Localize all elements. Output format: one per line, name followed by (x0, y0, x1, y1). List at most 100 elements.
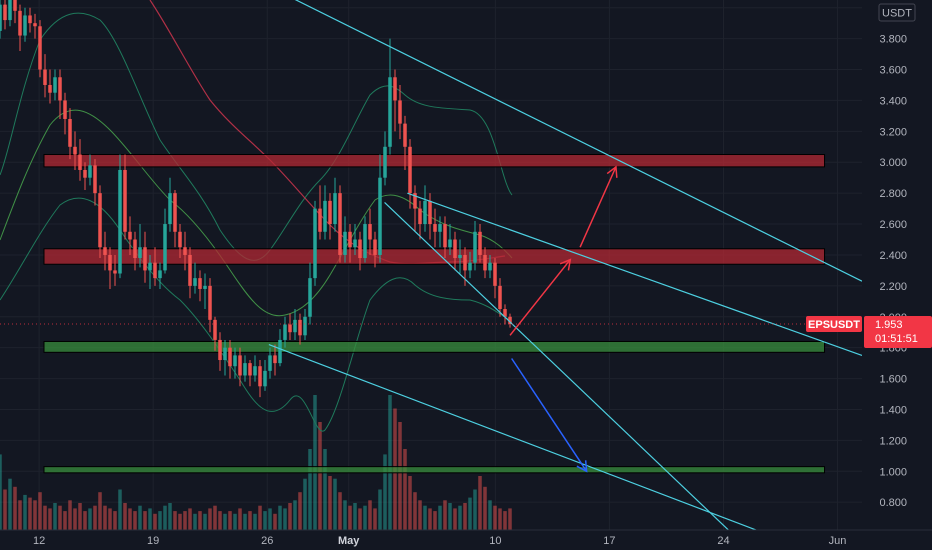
candle-body (373, 239, 377, 255)
volume-bar (88, 508, 92, 530)
volume-bar (438, 505, 442, 530)
trendline[interactable] (407, 192, 863, 356)
volume-bar (83, 511, 87, 530)
volume-bar (358, 508, 362, 530)
candle-body (283, 324, 287, 340)
candle-body (488, 262, 492, 271)
trendline[interactable] (384, 201, 733, 534)
currency-badge[interactable]: USDT (878, 3, 916, 22)
candle-body (363, 224, 367, 259)
resistance-zone[interactable] (43, 154, 826, 168)
volume-bar (8, 478, 12, 530)
volume-bar (183, 511, 187, 530)
trendlines[interactable] (268, 0, 863, 534)
volume-bar (33, 500, 37, 530)
volume-bar (448, 503, 452, 530)
support-zone[interactable] (43, 340, 826, 353)
candle-body (123, 169, 127, 232)
price-tick-label: 3.000 (879, 157, 907, 169)
candle-body (158, 270, 162, 279)
projection-arrow-shaft[interactable] (579, 166, 617, 248)
candle-body (498, 285, 502, 310)
currency-badge-box (878, 3, 916, 22)
support-zone[interactable] (43, 466, 826, 474)
candle-body (318, 208, 322, 232)
candle-body (428, 200, 432, 225)
candle-body (438, 224, 442, 232)
volume-bar (78, 503, 82, 530)
volume-bar (133, 511, 137, 530)
volume-bar (58, 505, 62, 530)
volume-bar (178, 513, 182, 530)
candle-body (108, 254, 112, 271)
volume-bar (463, 503, 467, 530)
volume-bar (508, 508, 512, 530)
price-label-box (864, 316, 932, 349)
resistance-zone[interactable] (43, 248, 826, 265)
volume-bar (63, 511, 67, 530)
time-tick-label: 24 (717, 535, 729, 547)
price-tick-label: 2.200 (879, 281, 907, 293)
price-tick-label: 1.600 (879, 374, 907, 386)
trendline[interactable] (268, 344, 765, 534)
candle-body (328, 200, 332, 225)
volume-bar (423, 505, 427, 530)
trendline[interactable] (287, 0, 863, 282)
candle-body (473, 231, 477, 263)
candle-body (33, 23, 37, 27)
candle-body (128, 231, 132, 240)
candle-body (103, 247, 107, 255)
volume-bar (283, 508, 287, 530)
projection-arrow-shaft[interactable] (511, 358, 588, 472)
candle-body (58, 77, 62, 101)
volume-bar (218, 511, 222, 530)
time-tick-label: 10 (489, 535, 501, 547)
volume-bar (468, 497, 472, 530)
candle-body (343, 231, 347, 255)
volume-bar (128, 508, 132, 530)
candle-body (288, 324, 292, 333)
candle-body (303, 316, 307, 336)
volume-bar (253, 513, 257, 530)
candle-body (118, 169, 122, 274)
candle-body (503, 309, 507, 317)
projection-arrow-shaft[interactable] (509, 259, 571, 336)
time-axis[interactable]: 12 19 26 May 10 17 24 Jun (33, 535, 846, 547)
bollinger-lower-band (0, 197, 511, 432)
volume-bar (493, 505, 497, 530)
volume-bar (293, 500, 297, 530)
time-tick-label: Jun (829, 535, 847, 547)
volume-bar (323, 449, 327, 530)
volume-bar (473, 489, 477, 530)
volume-bar (413, 492, 417, 530)
candle-body (418, 208, 422, 225)
volume-bar (368, 500, 372, 530)
candle-body (138, 247, 142, 259)
projection-arrows[interactable] (509, 165, 618, 473)
volume-bar (313, 395, 317, 530)
candle-body (243, 363, 247, 376)
volume-bar (388, 395, 392, 530)
candle-body (203, 285, 207, 289)
projection-arrow-head (559, 258, 572, 271)
candle-body (3, 4, 7, 21)
volume-bar (208, 508, 212, 530)
volume-bar (353, 503, 357, 530)
candle-body (253, 366, 257, 376)
volume-bar (333, 478, 337, 530)
candle-body (308, 278, 312, 317)
price-tick-label: 1.200 (879, 435, 907, 447)
volume-bar (373, 508, 377, 530)
volume-bar (228, 511, 232, 530)
volume-bar (383, 454, 387, 530)
candle-body (468, 262, 472, 271)
projection-arrow-head (576, 460, 588, 473)
candle-body (323, 200, 327, 232)
volume-bar (273, 513, 277, 530)
candle-body (168, 193, 172, 225)
volume-bar (28, 497, 32, 530)
price-axis-background (862, 0, 932, 530)
candle-body (393, 77, 397, 101)
candle-body (73, 146, 77, 155)
